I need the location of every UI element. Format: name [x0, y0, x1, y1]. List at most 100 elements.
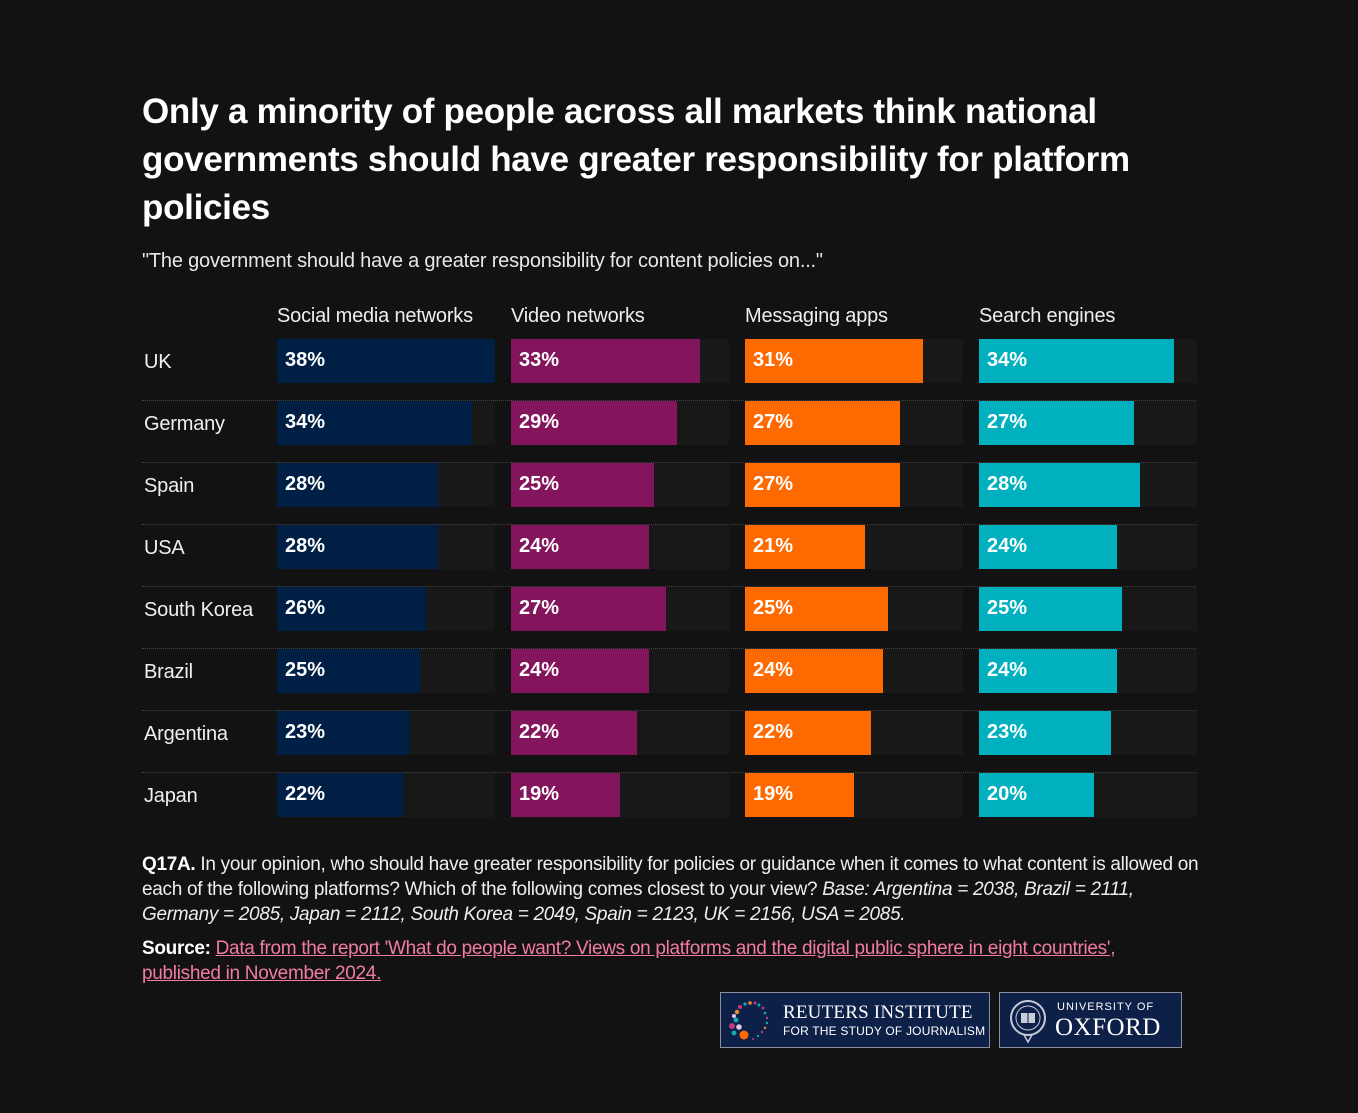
chart-row: Spain 28% 25% 27% 28% [142, 463, 1197, 525]
bar-value-label: 24% [987, 535, 1028, 557]
chart-row: Argentina 23% 22% 22% 23% [142, 711, 1197, 773]
bar: 25% [745, 587, 888, 631]
chart-row: Germany 34% 29% 27% 27% [142, 401, 1197, 463]
bar: 24% [745, 649, 883, 693]
reuters-dots-icon [729, 1001, 769, 1040]
bar-track: 26% [277, 587, 495, 631]
bar-track: 20% [979, 773, 1197, 817]
bar-value-label: 25% [285, 659, 326, 681]
bar: 21% [745, 525, 865, 569]
row-divider [142, 524, 1196, 525]
oxford-name-text: OXFORD [1055, 1014, 1161, 1041]
bar: 19% [745, 773, 854, 817]
bar: 31% [745, 339, 923, 383]
bar-value-label: 24% [987, 659, 1028, 681]
bar-track: 22% [745, 711, 963, 755]
bar: 22% [745, 711, 871, 755]
row-label: Brazil [144, 661, 193, 683]
chart-row: USA 28% 24% 21% 24% [142, 525, 1197, 587]
bar-track: 23% [979, 711, 1197, 755]
row-label: Argentina [144, 723, 228, 745]
bar: 22% [277, 773, 403, 817]
bar: 24% [979, 649, 1117, 693]
bar-track: 27% [745, 401, 963, 445]
bar-value-label: 19% [753, 783, 794, 805]
chart-row: Brazil 25% 24% 24% 24% [142, 649, 1197, 711]
reuters-institute-logo[interactable]: REUTERS INSTITUTE FOR THE STUDY OF JOURN… [720, 992, 990, 1048]
bar-track: 24% [511, 525, 729, 569]
bar-value-label: 27% [987, 411, 1028, 433]
row-label: Spain [144, 475, 195, 497]
bar-value-label: 34% [987, 349, 1028, 371]
bar-value-label: 27% [753, 473, 794, 495]
bar: 24% [511, 649, 649, 693]
bar-value-label: 24% [753, 659, 794, 681]
bar-value-label: 28% [285, 535, 326, 557]
bar: 23% [979, 711, 1111, 755]
bar: 25% [277, 649, 420, 693]
column-header: Social media networks [277, 305, 473, 327]
bar-value-label: 31% [753, 349, 794, 371]
bar-track: 31% [745, 339, 963, 383]
bar: 28% [979, 463, 1140, 507]
bar-track: 38% [277, 339, 495, 383]
chart-title: Only a minority of people across all mar… [142, 92, 1130, 227]
row-divider [142, 710, 1196, 711]
row-divider [142, 772, 1196, 773]
bar: 26% [277, 587, 426, 631]
row-label: USA [144, 537, 185, 559]
footnote-base: Base: Argentina = 2038, Brazil = 2111, G… [142, 879, 1134, 925]
bar-track: 33% [511, 339, 729, 383]
bar-track: 28% [277, 525, 495, 569]
bar-value-label: 28% [987, 473, 1028, 495]
bar: 28% [277, 463, 438, 507]
bar-track: 25% [511, 463, 729, 507]
bar-value-label: 22% [285, 783, 326, 805]
chart-row: Japan 22% 19% 19% 20% [142, 773, 1197, 835]
oxford-crest-icon [1010, 1000, 1046, 1044]
reuters-subtitle: FOR THE STUDY OF JOURNALISM [783, 1024, 986, 1038]
bar-track: 27% [745, 463, 963, 507]
bar: 25% [979, 587, 1122, 631]
bar-value-label: 25% [519, 473, 560, 495]
footnote: Q17A. In your opinion, who should have g… [142, 852, 1202, 927]
bar-value-label: 27% [753, 411, 794, 433]
column-header: Video networks [511, 305, 645, 327]
bar-value-label: 23% [285, 721, 326, 743]
bar: 20% [979, 773, 1094, 817]
row-label: Japan [144, 785, 198, 807]
bar: 38% [277, 339, 495, 383]
bar-track: 29% [511, 401, 729, 445]
bar: 23% [277, 711, 409, 755]
row-divider [142, 462, 1196, 463]
source: Source: Data from the report 'What do pe… [142, 936, 1142, 986]
bar-track: 24% [745, 649, 963, 693]
bar: 27% [745, 463, 900, 507]
bar-value-label: 29% [519, 411, 560, 433]
bar-track: 34% [277, 401, 495, 445]
bar-value-label: 19% [519, 783, 560, 805]
bar-value-label: 20% [987, 783, 1028, 805]
bar-track: 22% [511, 711, 729, 755]
bar-track: 19% [745, 773, 963, 817]
bar: 29% [511, 401, 677, 445]
oxford-top-text: UNIVERSITY OF [1057, 1001, 1155, 1013]
bar: 24% [979, 525, 1117, 569]
bar: 22% [511, 711, 637, 755]
column-header: Search engines [979, 305, 1116, 327]
bar-track: 23% [277, 711, 495, 755]
bar-track: 27% [511, 587, 729, 631]
chart-subtitle: "The government should have a greater re… [142, 250, 823, 272]
chart-row: UK 38% 33% 31% 34% [142, 339, 1197, 401]
bar-value-label: 22% [753, 721, 794, 743]
bar-value-label: 25% [987, 597, 1028, 619]
oxford-university-logo[interactable]: UNIVERSITY OF OXFORD [999, 992, 1182, 1048]
bar-track: 28% [979, 463, 1197, 507]
bar-value-label: 24% [519, 535, 560, 557]
bar-value-label: 21% [753, 535, 794, 557]
bar-value-label: 38% [285, 349, 326, 371]
bar-track: 24% [511, 649, 729, 693]
row-label: UK [144, 351, 172, 373]
source-link[interactable]: Data from the report 'What do people wan… [142, 938, 1116, 984]
bar: 34% [979, 339, 1174, 383]
